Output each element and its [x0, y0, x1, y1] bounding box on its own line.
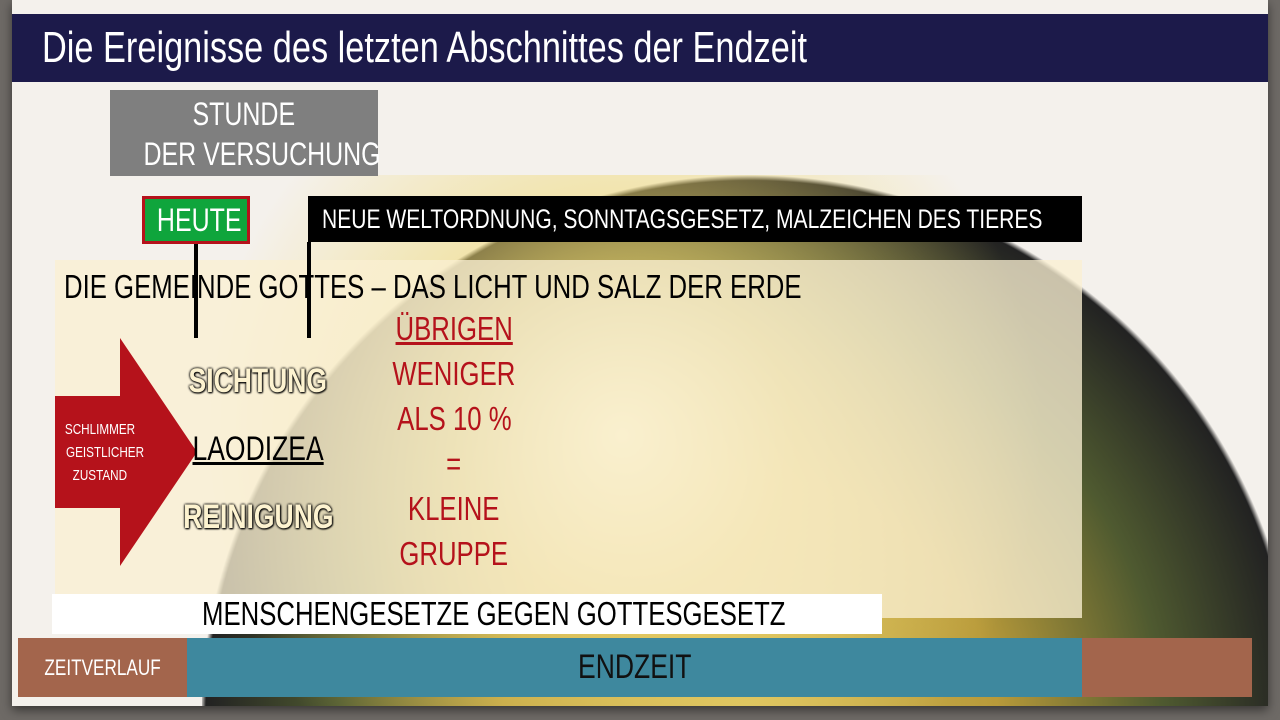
- weltordnung-marker-line: [307, 242, 311, 338]
- reinigung-label: REINIGUNG: [158, 498, 358, 537]
- sichtung-label: SICHTUNG: [158, 362, 358, 401]
- stunde-line-1: STUNDE: [192, 96, 296, 132]
- red-arrow-icon: [55, 338, 197, 566]
- laodizea-label: LAODIZEA: [158, 430, 358, 469]
- reinigung-text: REINIGUNG: [182, 498, 334, 536]
- weltordnung-label: NEUE WELTORDNUNG, SONNTAGSGESETZ, MALZEI…: [322, 204, 1043, 234]
- menschengesetze-bar: MENSCHENGESETZE GEGEN GOTTESGESETZ: [52, 594, 882, 634]
- uebrigen-line: ALS 10 %: [396, 400, 512, 437]
- zeitverlauf-label: ZEITVERLAUF: [18, 638, 187, 697]
- endzeit-bar: ENDZEIT: [187, 638, 1082, 697]
- arrow-line: GEISTLICHER: [66, 444, 145, 461]
- uebrigen-line: ÜBRIGEN: [395, 310, 513, 347]
- gemeinde-panel: [55, 260, 1082, 618]
- gemeinde-heading: DIE GEMEINDE GOTTES – DAS LICHT UND SALZ…: [64, 268, 1010, 306]
- slide: Die Ereignisse des letzten Abschnittes d…: [12, 0, 1268, 706]
- uebrigen-line: GRUPPE: [399, 535, 509, 572]
- stunde-box: STUNDE DER VERSUCHUNG: [110, 90, 381, 176]
- uebrigen-block: ÜBRIGEN WENIGER ALS 10 % = KLEINE GRUPPE: [364, 306, 544, 576]
- title-text: Die Ereignisse des letzten Abschnittes d…: [42, 23, 807, 72]
- endzeit-text: ENDZEIT: [577, 648, 692, 686]
- timeline-end-segment: [1082, 638, 1252, 697]
- heute-label: HEUTE: [156, 202, 242, 238]
- arrow-text: SCHLIMMER GEISTLICHER ZUSTAND: [55, 418, 145, 487]
- gemeinde-text: DIE GEMEINDE GOTTES – DAS LICHT UND SALZ…: [64, 268, 802, 305]
- zeitverlauf-text: ZEITVERLAUF: [44, 655, 161, 680]
- stunde-line-2: DER VERSUCHUNG: [143, 136, 381, 172]
- arrow-line: SCHLIMMER: [64, 421, 136, 438]
- uebrigen-line: =: [446, 445, 462, 482]
- slide-title: Die Ereignisse des letzten Abschnittes d…: [12, 14, 1268, 82]
- sichtung-text: SICHTUNG: [188, 362, 328, 400]
- arrow-line: ZUSTAND: [72, 467, 128, 484]
- weltordnung-bar: NEUE WELTORDNUNG, SONNTAGSGESETZ, MALZEI…: [308, 196, 1082, 242]
- uebrigen-line: WENIGER: [392, 355, 516, 392]
- menschengesetze-text: MENSCHENGESETZE GEGEN GOTTESGESETZ: [202, 595, 786, 632]
- uebrigen-line: KLEINE: [408, 490, 500, 527]
- heute-box: HEUTE: [142, 196, 250, 244]
- laodizea-text: LAODIZEA: [192, 430, 324, 468]
- heute-marker-line: [194, 244, 198, 338]
